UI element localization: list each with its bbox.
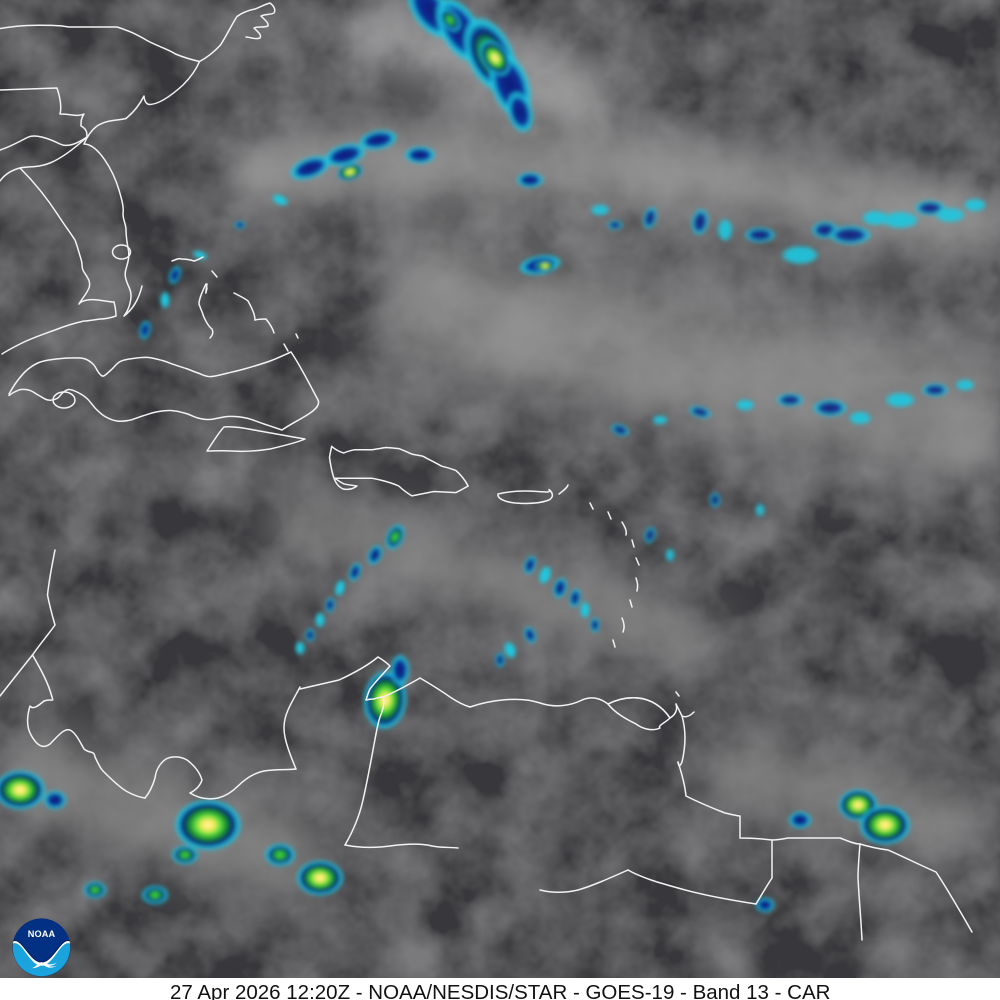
svg-text:NOAA: NOAA [28, 929, 56, 939]
